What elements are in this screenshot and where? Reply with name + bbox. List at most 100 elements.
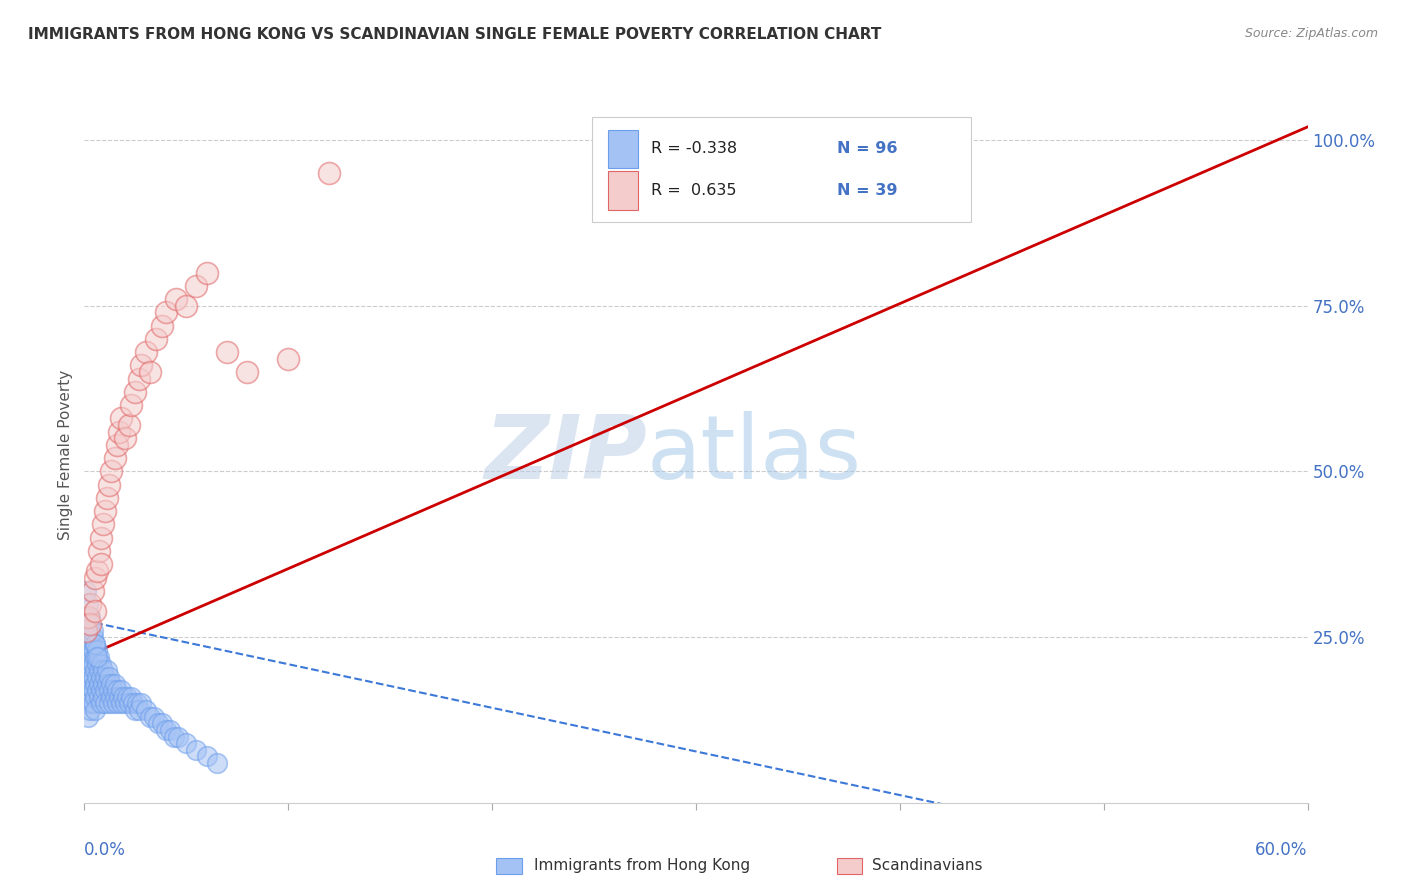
Point <box>79 597 101 611</box>
Point <box>82 583 104 598</box>
Point <box>114 431 136 445</box>
Text: Source: ZipAtlas.com: Source: ZipAtlas.com <box>1244 27 1378 40</box>
Point <box>124 703 146 717</box>
Point <box>93 697 117 711</box>
Point <box>86 650 108 665</box>
Point <box>318 166 340 180</box>
Point <box>83 703 105 717</box>
Point <box>90 558 112 572</box>
Point <box>97 697 120 711</box>
Point <box>145 332 167 346</box>
Text: 60.0%: 60.0% <box>1256 841 1308 859</box>
Point <box>82 624 104 638</box>
Point <box>77 683 100 698</box>
Point <box>75 650 97 665</box>
Point <box>79 610 101 624</box>
Point <box>91 663 114 677</box>
Point <box>79 690 101 704</box>
Text: Scandinavians: Scandinavians <box>872 858 983 872</box>
Point <box>101 697 124 711</box>
Point <box>163 730 186 744</box>
Point <box>79 703 101 717</box>
Point <box>86 564 108 578</box>
Point <box>96 491 118 505</box>
Point <box>127 697 149 711</box>
Point <box>83 676 105 690</box>
Text: N = 96: N = 96 <box>837 141 897 156</box>
Point <box>105 697 128 711</box>
Point <box>110 697 132 711</box>
Point <box>118 697 141 711</box>
Point <box>104 451 127 466</box>
FancyBboxPatch shape <box>607 171 638 210</box>
Text: ZIP: ZIP <box>484 411 647 499</box>
Point <box>87 544 110 558</box>
Point <box>77 697 100 711</box>
Point <box>91 517 114 532</box>
Point <box>110 411 132 425</box>
Point <box>87 676 110 690</box>
Point <box>87 690 110 704</box>
Point <box>97 477 120 491</box>
Point <box>96 663 118 677</box>
Point <box>83 663 105 677</box>
Point <box>205 756 228 770</box>
Text: Immigrants from Hong Kong: Immigrants from Hong Kong <box>534 858 751 872</box>
Point <box>82 683 104 698</box>
Point <box>118 418 141 433</box>
Point <box>167 730 190 744</box>
Point <box>75 624 97 638</box>
Point <box>135 703 157 717</box>
Point <box>75 676 97 690</box>
FancyBboxPatch shape <box>607 129 638 168</box>
Point <box>155 723 177 737</box>
Point <box>120 690 142 704</box>
Point <box>142 709 165 723</box>
Point <box>87 663 110 677</box>
Point <box>176 736 198 750</box>
Point <box>79 650 101 665</box>
Point <box>131 697 153 711</box>
Point <box>77 610 100 624</box>
Point <box>108 425 131 439</box>
Point <box>91 676 114 690</box>
Point <box>77 597 100 611</box>
Point <box>186 279 208 293</box>
Point <box>146 716 169 731</box>
Y-axis label: Single Female Poverty: Single Female Poverty <box>58 370 73 540</box>
Point <box>104 690 127 704</box>
Point <box>135 345 157 359</box>
Point <box>93 683 117 698</box>
Point <box>79 624 101 638</box>
Point <box>138 365 160 379</box>
Point <box>83 604 105 618</box>
Point <box>75 583 97 598</box>
Point <box>82 670 104 684</box>
Point <box>138 709 160 723</box>
Point <box>75 610 97 624</box>
Point <box>105 683 128 698</box>
Point <box>90 531 112 545</box>
Point <box>86 670 108 684</box>
Point <box>97 670 120 684</box>
Point <box>77 616 100 631</box>
Point <box>75 663 97 677</box>
Point <box>114 697 136 711</box>
Point <box>82 657 104 671</box>
Point <box>100 676 122 690</box>
Point <box>93 504 117 518</box>
Point <box>90 670 112 684</box>
Point <box>128 372 150 386</box>
Point <box>236 365 259 379</box>
Text: N = 39: N = 39 <box>837 183 897 198</box>
Point <box>83 637 105 651</box>
Point <box>91 690 114 704</box>
Text: atlas: atlas <box>647 411 862 499</box>
Point <box>82 643 104 657</box>
Text: R = -0.338: R = -0.338 <box>651 141 737 156</box>
Point <box>86 643 108 657</box>
Point <box>87 650 110 665</box>
Point <box>150 318 173 333</box>
Point <box>79 676 101 690</box>
Point <box>108 690 131 704</box>
